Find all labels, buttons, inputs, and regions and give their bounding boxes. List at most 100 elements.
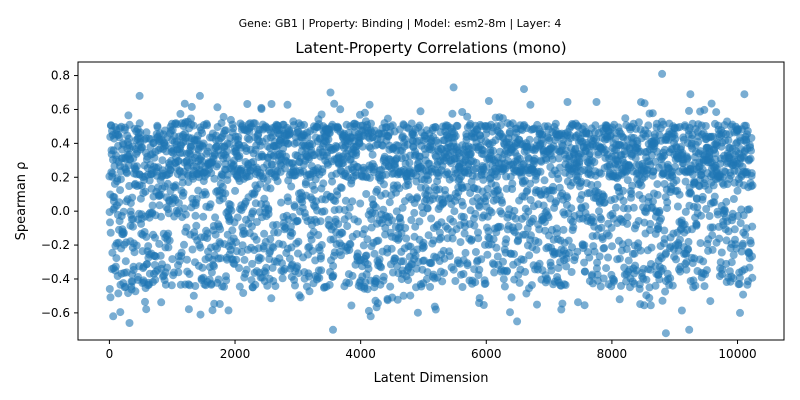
scatter-point [543,274,552,283]
scatter-point [399,257,408,266]
scatter-point [453,122,462,130]
scatter-point [300,120,309,129]
scatter-point [198,263,207,272]
scatter-point [526,100,535,109]
scatter-point [660,226,669,235]
y-tick-label: 0.4 [51,136,70,150]
scatter-point [293,216,302,225]
scatter-point [696,239,705,248]
scatter-point [521,267,530,276]
scatter-point [691,281,700,290]
scatter-point [597,169,605,178]
scatter-point [554,154,563,163]
scatter-point [388,121,397,130]
scatter-point [329,262,338,270]
scatter-point [647,243,656,252]
scatter-point [401,224,410,232]
scatter-point [657,214,665,223]
scatter-point [121,257,130,266]
scatter-point [287,182,296,191]
scatter-point [142,128,151,137]
scatter-point [710,192,719,201]
scatter-point [651,281,660,290]
scatter-point [642,275,651,284]
scatter-point [161,141,170,150]
scatter-point [607,223,616,232]
scatter-point [343,222,352,231]
scatter-point [227,206,236,215]
scatter-point-extreme [513,317,522,326]
scatter-point [590,158,599,166]
scatter-point [515,278,524,287]
scatter-point [738,239,747,248]
scatter-point [273,228,282,237]
scatter-point [328,177,337,186]
scatter-point [176,109,185,118]
scatter-point [508,179,517,188]
scatter-point [405,158,414,167]
scatter-point [142,232,151,241]
scatter-point [467,177,476,186]
scatter-point [183,255,191,264]
scatter-point [346,240,355,249]
scatter-point [263,176,272,185]
scatter-point [590,247,599,256]
scatter-point [684,245,693,254]
scatter-point [595,207,603,216]
scatter-point [636,246,645,255]
scatter-point [526,231,535,240]
scatter-point [416,107,425,116]
scatter-point [526,179,534,188]
scatter-point [219,112,228,121]
scatter-point [399,291,408,300]
scatter-point [373,299,382,308]
scatter-point [124,111,133,120]
scatter-point [713,210,722,219]
scatter-point [334,220,343,228]
scatter-point [592,264,601,273]
scatter-point [207,268,216,277]
scatter-point [310,185,319,194]
scatter-point [640,99,649,108]
scatter-point [396,218,405,227]
scatter-point [470,221,479,230]
scatter-point [143,260,152,269]
scatter-point [602,264,611,273]
scatter-point [249,207,257,216]
scatter-point [463,112,472,121]
scatter-point [525,251,534,260]
scatter-point [705,212,714,220]
scatter-point [165,236,174,245]
scatter-point [507,293,516,302]
scatter-point [211,230,220,239]
scatter-point [496,121,505,130]
scatter-point [623,219,632,228]
scatter-point [388,216,397,225]
scatter-point [224,306,233,315]
scatter-point [658,264,667,273]
scatter-point [324,215,333,224]
scatter-point [599,274,608,283]
scatter-point-extreme [686,90,695,99]
scatter-point [387,244,396,253]
scatter-point [363,235,372,244]
scatter-point [712,108,721,117]
scatter-point [235,152,244,160]
scatter-point [278,274,287,283]
scatter-point [199,139,208,148]
scatter-point [708,223,717,232]
scatter-point [115,133,124,142]
scatter-point [180,240,188,249]
scatter-point [529,214,538,223]
scatter-point [122,169,131,178]
scatter-point [683,154,692,162]
scatter-point [316,217,325,226]
scatter-point [592,135,601,144]
scatter-point [131,287,140,296]
scatter-point [291,281,299,290]
scatter-point [730,225,739,234]
scatter-point [721,207,729,216]
scatter-point [587,181,596,189]
scatter-point [666,274,675,283]
scatter-point [362,251,371,260]
